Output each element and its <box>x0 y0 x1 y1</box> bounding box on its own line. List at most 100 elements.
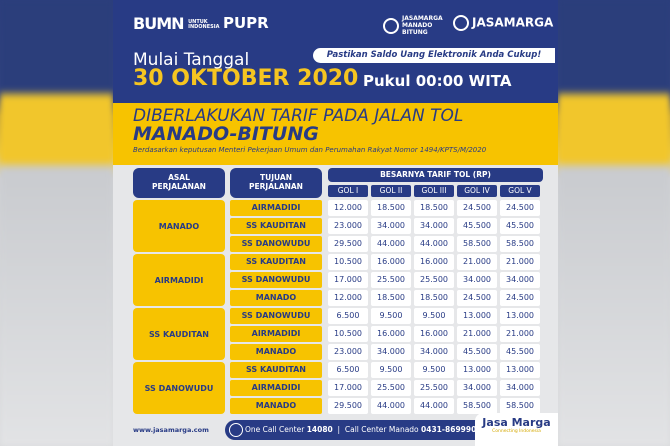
tarif-cell: 29.500 <box>328 398 368 414</box>
call-center-bar: One Call Center 14080 | Call Center Mana… <box>225 420 485 440</box>
tarif-cell: 9.500 <box>414 308 454 324</box>
tarif-cell: 16.000 <box>414 326 454 342</box>
tarif-cell: 44.000 <box>371 398 411 414</box>
cc2-label: Call Center Manado <box>344 425 419 434</box>
tarif-cell: 21.000 <box>457 254 497 270</box>
tarif-cell: 21.000 <box>500 326 540 342</box>
jmmb-logo-text: JASAMARGA MANADO BITUNG <box>402 15 443 36</box>
tujuan-cell: AIRMADIDI <box>230 380 322 396</box>
header-tujuan: TUJUAN PERJALANAN <box>230 168 322 198</box>
tujuan-cell: SS KAUDITAN <box>230 218 322 234</box>
footer-tagline: Connecting Indonesia <box>492 429 541 434</box>
tarif-cell: 10.500 <box>328 254 368 270</box>
tarif-cell: 34.000 <box>457 380 497 396</box>
tarif-cell: 29.500 <box>328 236 368 252</box>
jasamarga-manado-bitung-logo: JASAMARGA MANADO BITUNG <box>383 15 447 36</box>
tarif-cell: 24.500 <box>457 290 497 306</box>
gol-header: GOL IV <box>457 185 497 197</box>
pupr-logo-text: PUPR <box>223 14 269 32</box>
tarif-cell: 44.000 <box>414 236 454 252</box>
jmmb-circle-icon <box>383 17 399 34</box>
jasamarga-circle-icon <box>453 15 469 31</box>
tarif-cell: 58.500 <box>500 398 540 414</box>
start-date: 30 OKTOBER 2020 <box>133 66 359 91</box>
tarif-cell: 45.500 <box>500 344 540 360</box>
tujuan-cell: SS KAUDITAN <box>230 362 322 378</box>
tarif-cell: 6.500 <box>328 308 368 324</box>
header-asal: ASAL PERJALANAN <box>133 168 225 198</box>
phone-icon <box>229 423 243 437</box>
tarif-cell: 34.000 <box>457 272 497 288</box>
tarif-cell: 18.500 <box>414 200 454 216</box>
tarif-cell: 13.000 <box>500 362 540 378</box>
tarif-cell: 25.500 <box>371 272 411 288</box>
tarif-cell: 18.500 <box>371 200 411 216</box>
title-band <box>113 103 558 165</box>
legal-basis: Berdasarkan keputusan Menteri Pekerjaan … <box>133 146 487 154</box>
tarif-cell: 34.000 <box>414 344 454 360</box>
tarif-cell: 23.000 <box>328 218 368 234</box>
tujuan-cell: MANADO <box>230 290 322 306</box>
blurred-background-left <box>0 0 113 446</box>
tarif-cell: 16.000 <box>371 326 411 342</box>
tarif-cell: 45.500 <box>457 344 497 360</box>
footer-brand: Jasa Marga <box>482 416 551 429</box>
tarif-cell: 13.000 <box>457 308 497 324</box>
tujuan-cell: SS DANOWUDU <box>230 308 322 324</box>
asal-cell: SS DANOWUDU <box>133 362 225 414</box>
tarif-cell: 12.000 <box>328 290 368 306</box>
tarif-cell: 45.500 <box>457 218 497 234</box>
jasamarga-logo-text: JASAMARGA <box>472 15 554 30</box>
tarif-cell: 25.500 <box>414 380 454 396</box>
tarif-cell: 13.000 <box>457 362 497 378</box>
tarif-cell: 16.000 <box>414 254 454 270</box>
gol-header: GOL V <box>500 185 540 197</box>
tarif-cell: 9.500 <box>371 308 411 324</box>
tarif-cell: 34.000 <box>371 218 411 234</box>
header-tarif: BESARNYA TARIF TOL (RP) <box>328 168 543 182</box>
tujuan-cell: AIRMADIDI <box>230 326 322 342</box>
tarif-cell: 58.500 <box>500 236 540 252</box>
tarif-cell: 34.000 <box>500 272 540 288</box>
tarif-cell: 13.000 <box>500 308 540 324</box>
tarif-cell: 21.000 <box>500 254 540 270</box>
gol-header: GOL I <box>328 185 368 197</box>
footer: www.jasamarga.com One Call Center 14080 … <box>113 413 558 446</box>
header-band: BUMN UNTUK INDONESIA PUPR JASAMARGA MANA… <box>113 0 558 103</box>
cc1-number: 14080 <box>306 425 333 434</box>
bumn-logo-text: BUMN <box>133 14 184 33</box>
tarif-cell: 24.500 <box>457 200 497 216</box>
blurred-background-right <box>558 0 670 446</box>
bumn-logo: BUMN UNTUK INDONESIA <box>133 14 220 33</box>
tarif-cell: 58.500 <box>457 236 497 252</box>
route-name: MANADO-BITUNG <box>133 123 319 145</box>
tarif-cell: 25.500 <box>371 380 411 396</box>
pupr-logo: PUPR <box>223 14 269 32</box>
title-line: DIBERLAKUKAN TARIF PADA JALAN TOL <box>133 106 464 126</box>
tarif-cell: 34.000 <box>500 380 540 396</box>
tarif-cell: 24.500 <box>500 290 540 306</box>
cc2-number: 0431-869990 <box>421 425 477 434</box>
tarif-cell: 23.000 <box>328 344 368 360</box>
cc1-label: One Call Center <box>245 425 305 434</box>
tarif-cell: 25.500 <box>414 272 454 288</box>
tarif-cell: 24.500 <box>500 200 540 216</box>
tarif-cell: 9.500 <box>371 362 411 378</box>
tarif-cell: 10.500 <box>328 326 368 342</box>
tarif-cell: 12.000 <box>328 200 368 216</box>
tarif-cell: 58.500 <box>457 398 497 414</box>
tarif-cell: 44.000 <box>371 236 411 252</box>
tarif-cell: 17.000 <box>328 272 368 288</box>
gol-header: GOL III <box>414 185 454 197</box>
start-time: Pukul 00:00 WITA <box>363 72 512 90</box>
jasa-marga-footer-logo: Jasa Marga Connecting Indonesia <box>475 413 558 446</box>
website-link[interactable]: www.jasamarga.com <box>133 426 209 434</box>
tarif-cell: 9.500 <box>414 362 454 378</box>
tujuan-cell: MANADO <box>230 398 322 414</box>
tarif-cell: 45.500 <box>500 218 540 234</box>
gol-header: GOL II <box>371 185 411 197</box>
bumn-logo-sub: UNTUK INDONESIA <box>188 18 220 30</box>
tujuan-cell: SS KAUDITAN <box>230 254 322 270</box>
tarif-cell: 34.000 <box>371 344 411 360</box>
tarif-cell: 18.500 <box>371 290 411 306</box>
